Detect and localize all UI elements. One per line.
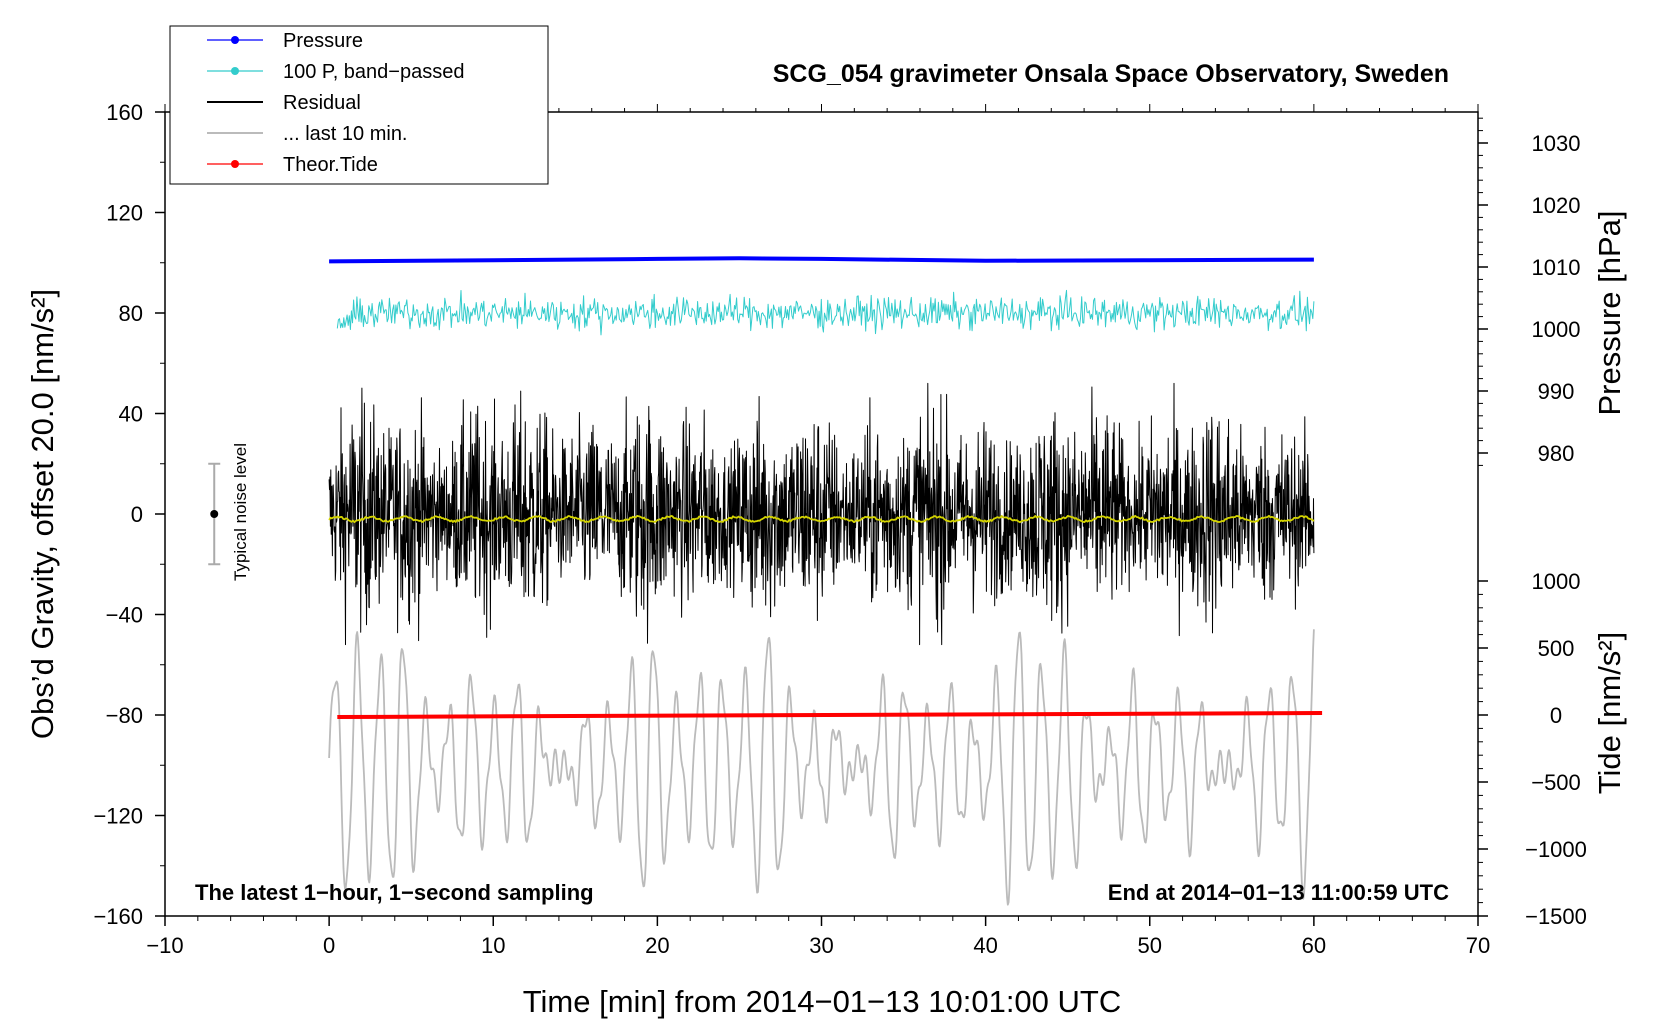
pressure-tick-label: 990 <box>1538 379 1575 404</box>
x-tick-label: 0 <box>323 933 335 958</box>
series-residual <box>328 382 1315 646</box>
tide-tick-label: 0 <box>1550 703 1562 728</box>
x-tick-label: 50 <box>1138 933 1162 958</box>
legend-label: 100 P, band−passed <box>283 61 464 83</box>
y-tick-label-left: 120 <box>106 201 143 226</box>
end-time-note: End at 2014−01−13 11:00:59 UTC <box>1108 880 1449 905</box>
legend-marker <box>231 67 239 75</box>
series-residual-smoothed <box>328 514 1315 524</box>
x-axis-title: Time [min] from 2014−01−13 10:01:00 UTC <box>523 984 1122 1019</box>
tide-tick-label: 500 <box>1538 636 1575 661</box>
x-tick-label: 10 <box>481 933 505 958</box>
x-tick-label: 70 <box>1466 933 1490 958</box>
x-tick-label: 60 <box>1302 933 1326 958</box>
y-tick-label-left: 40 <box>119 402 143 427</box>
legend-label: Residual <box>283 92 361 114</box>
tide-tick-label: −1500 <box>1525 904 1587 929</box>
x-tick-label: −10 <box>146 933 183 958</box>
legend-label: ... last 10 min. <box>283 123 408 145</box>
pressure-tick-label: 980 <box>1538 441 1575 466</box>
pressure-tick-label: 1000 <box>1532 317 1581 342</box>
axis-layer: −10 0 10 20 30 40 50 60 7016012080400−40−80−120−… <box>93 100 1586 958</box>
pressure-tick-label: 1030 <box>1532 131 1581 156</box>
y-tick-label-left: −160 <box>93 904 143 929</box>
y-tick-label-left: 80 <box>119 301 143 326</box>
series-last-10-min <box>328 629 1315 906</box>
pressure-tick-label: 1020 <box>1532 193 1581 218</box>
legend: Pressure 100 P, band−passed Residual ... la… <box>169 25 549 185</box>
y-axis-title-left: Obs’d Gravity, offset 20.0 [nm/s²] <box>25 289 60 739</box>
legend-marker <box>231 160 239 168</box>
series-pressure <box>329 256 1314 264</box>
series-theor-tide <box>337 711 1323 719</box>
pressure-tick-label: 1010 <box>1532 255 1581 280</box>
x-tick-label: 20 <box>645 933 669 958</box>
y-tick-label-left: −40 <box>106 603 143 628</box>
y-tick-label-left: −80 <box>106 703 143 728</box>
tide-tick-label: −500 <box>1531 770 1581 795</box>
tide-tick-label: −1000 <box>1525 837 1587 862</box>
tide-tick-label: 1000 <box>1532 569 1581 594</box>
noise-level-label: Typical noise level <box>231 443 250 581</box>
x-tick-label: 30 <box>809 933 833 958</box>
legend-marker <box>231 36 239 44</box>
series-band-passed <box>336 289 1315 336</box>
y-tick-label-left: −120 <box>93 804 143 829</box>
x-tick-label: 40 <box>973 933 997 958</box>
noise-bar-center <box>210 510 219 518</box>
chart-title: SCG_054 gravimeter Onsala Space Observat… <box>773 60 1449 88</box>
y-tick-label-left: 160 <box>106 100 143 125</box>
sampling-note: The latest 1−hour, 1−second sampling <box>195 880 594 905</box>
data-layer <box>208 256 1323 906</box>
y-axis-title-pressure: Pressure [hPa] <box>1592 210 1627 415</box>
legend-label: Theor.Tide <box>283 154 378 176</box>
y-tick-label-left: 0 <box>131 502 143 527</box>
legend-label: Pressure <box>283 30 363 52</box>
legend-box <box>169 25 549 185</box>
y-axis-title-tide: Tide [nm/s²] <box>1592 632 1627 795</box>
